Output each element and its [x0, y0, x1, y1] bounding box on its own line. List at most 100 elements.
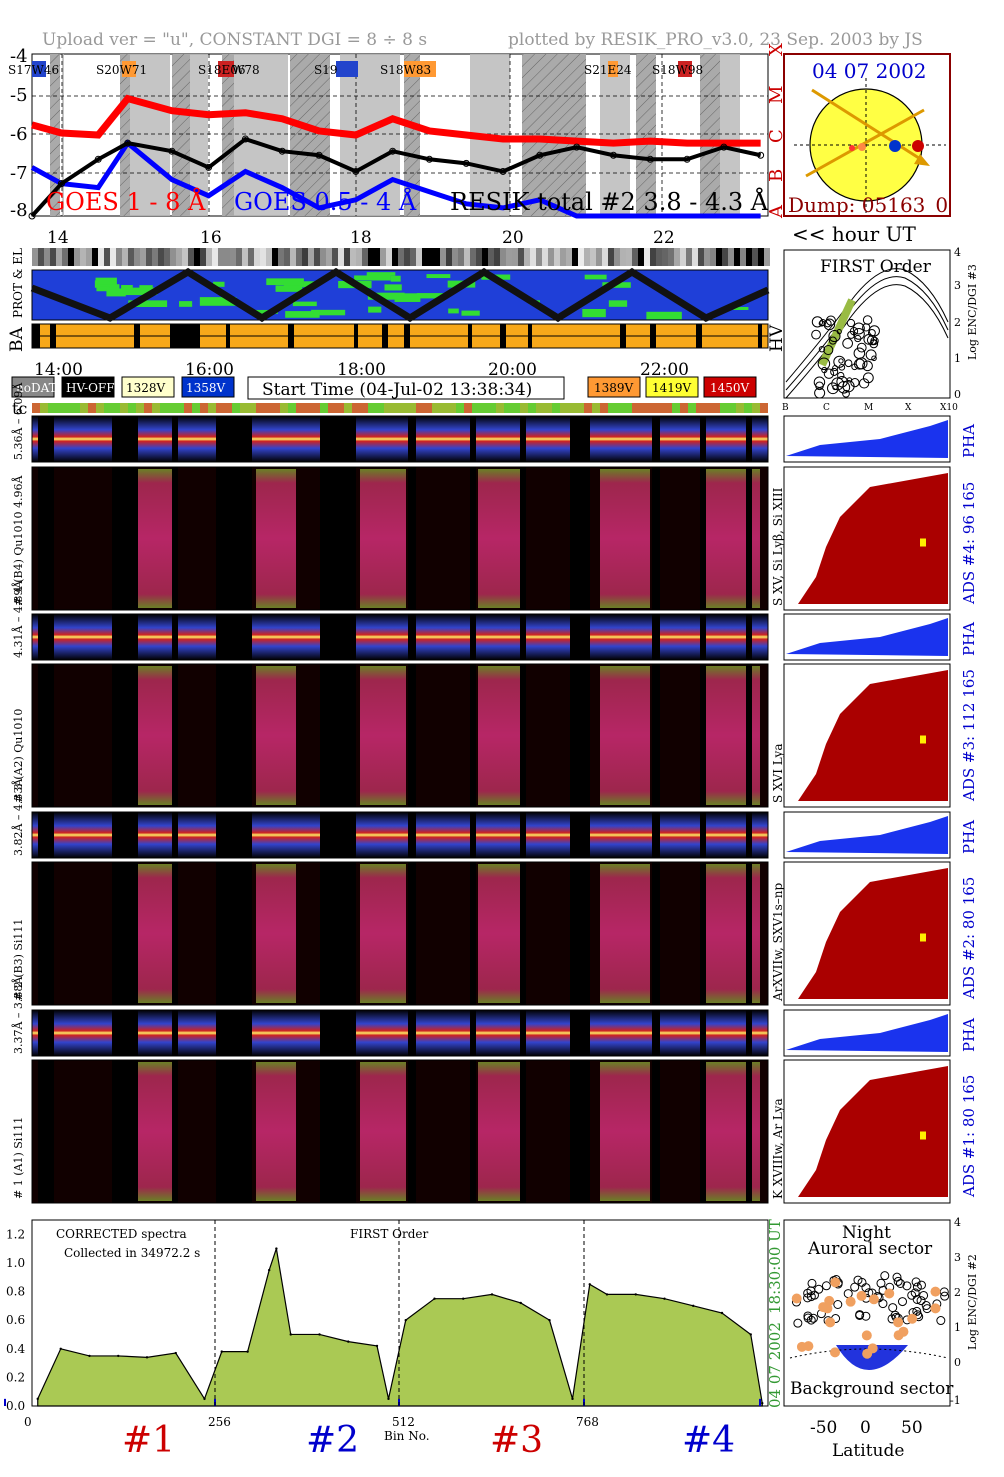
night-point-orange: [868, 1294, 879, 1305]
prot-el-cell: [354, 275, 391, 281]
gap: [320, 812, 356, 858]
gray-strip-cell: [80, 248, 86, 266]
tc-cell: [440, 403, 448, 413]
crystal-label: # 2 (B3) Si111: [12, 919, 25, 1001]
tc-cell: [152, 403, 160, 413]
spectrum-point: [634, 1293, 637, 1296]
gray-strip-cell: [650, 248, 656, 266]
spectrum-xtick: 256: [208, 1415, 231, 1429]
night-point: [902, 1281, 912, 1291]
tc-cell: [744, 403, 752, 413]
tc-cell: [600, 403, 608, 413]
tc-cell: [616, 403, 624, 413]
tc-cell: [168, 403, 176, 413]
prot-el-cell: [582, 308, 606, 318]
night-point: [878, 1299, 888, 1309]
first-order-point: [830, 367, 839, 376]
gap: [320, 1060, 356, 1203]
active-block: [600, 469, 650, 608]
resik-point: [499, 167, 507, 175]
tc-cell: [760, 403, 768, 413]
tc-cell: [640, 403, 648, 413]
tc-cell: [104, 403, 112, 413]
gray-strip-cell: [44, 248, 50, 266]
fo-ytick: 0: [954, 388, 961, 401]
wave-label: 4.31Å – 4.89Å: [11, 580, 25, 658]
resik-point: [573, 143, 581, 151]
flare-bands: [50, 54, 740, 216]
prot-el-cell: [139, 285, 153, 291]
gap: [570, 467, 590, 610]
gap: [112, 614, 138, 660]
gray-strip-cell: [380, 248, 386, 266]
first-order-point: [849, 327, 859, 336]
gray-strip-cell: [752, 248, 758, 266]
gray-strip-cell: [674, 248, 680, 266]
hv-box-label: HV-OFF: [66, 381, 115, 395]
first-order-point: [862, 360, 873, 372]
gray-strip-cell: [158, 248, 164, 266]
first-order-point: [856, 342, 867, 353]
prot-el-cell: [384, 284, 402, 291]
first-order-title: FIRST Order: [820, 257, 932, 277]
tc-cell: [64, 403, 72, 413]
hv-box: [645, 376, 699, 398]
gray-strip-cell: [698, 248, 704, 266]
first-order-point: [821, 366, 828, 374]
prot-el-cell: [733, 306, 749, 310]
gray-strip-cell: [422, 248, 428, 266]
gap: [746, 614, 752, 660]
gray-strip-cell: [644, 248, 650, 266]
gray-strip-cell: [32, 248, 38, 266]
first-order-point: [871, 355, 877, 362]
gap: [38, 812, 54, 858]
prot-el-cell: [646, 311, 682, 320]
gray-strip: [32, 248, 770, 266]
night-point: [814, 1284, 824, 1294]
gray-strip-cell: [50, 248, 56, 266]
first-order-point: [811, 316, 824, 328]
goes-class-axis: X M C B A: [766, 43, 787, 219]
goes-ytick: -7: [10, 163, 28, 184]
gap: [520, 1060, 526, 1203]
gray-strip-cell: [332, 248, 338, 266]
first-order-point: [814, 387, 826, 399]
gray-strip-cell: [668, 248, 674, 266]
gray-strip-cell: [188, 248, 194, 266]
gap: [216, 1060, 252, 1203]
gray-strip-cell: [116, 248, 122, 266]
gray-strip-cell: [266, 248, 272, 266]
night-point-orange: [884, 1288, 895, 1299]
night-point-orange: [818, 1302, 829, 1313]
first-order-point: [842, 380, 855, 393]
resik-point: [536, 151, 544, 159]
gray-strip-cell: [566, 248, 572, 266]
first-order-point: [870, 336, 879, 346]
fo-ytick: 1: [954, 352, 961, 365]
gray-strip-cell: [272, 248, 278, 266]
gray-strip-cell: [344, 248, 350, 266]
section-label: #2: [306, 1420, 359, 1461]
gray-strip-cell: [446, 248, 452, 266]
prot-el-cell: [121, 285, 133, 290]
class-label: M: [766, 86, 787, 104]
active-block: [136, 864, 172, 1003]
tc-cell: [520, 403, 528, 413]
gap: [700, 467, 706, 610]
gap: [172, 467, 178, 610]
flare-band: [636, 54, 656, 216]
tc-cell: [256, 403, 264, 413]
tc-cell: [264, 403, 272, 413]
pha-shape: [786, 420, 948, 458]
tc-cell: [312, 403, 320, 413]
spectrum-point: [490, 1293, 494, 1296]
first-order-point: [867, 328, 876, 337]
night-point: [893, 1276, 903, 1286]
wave-label: 3.37Å – 3.88Å: [11, 976, 25, 1054]
tc-cell: [512, 403, 520, 413]
thermal-strip: [31, 415, 769, 463]
tc-cell: [400, 403, 408, 413]
gray-strip-cell: [284, 248, 290, 266]
gap: [520, 664, 526, 807]
gap: [520, 862, 526, 1005]
